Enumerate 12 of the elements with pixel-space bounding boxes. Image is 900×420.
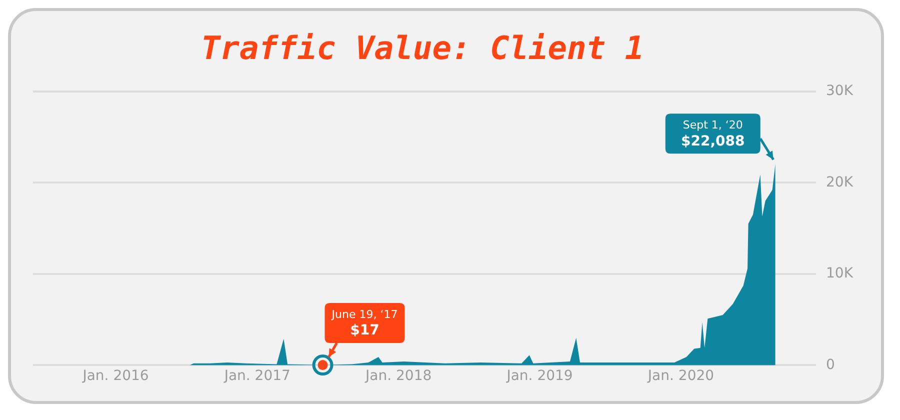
x-tick-label: Jan. 2018 bbox=[364, 368, 432, 384]
y-tick-label: 10K bbox=[826, 266, 854, 282]
chart-title: Traffic Value: Client 1 bbox=[200, 28, 646, 69]
annotation: Sept 1, ‘20 $22,088 bbox=[681, 118, 745, 150]
x-tick-label: Jan. 2020 bbox=[646, 368, 714, 384]
y-tick-label: 30K bbox=[826, 83, 854, 100]
annotation: June 19, ‘17 $17 bbox=[330, 308, 398, 339]
x-tick-label: Jan. 2016 bbox=[82, 368, 149, 384]
y-tick-label: 20K bbox=[826, 174, 854, 190]
y-tick-label: 0 bbox=[826, 356, 835, 373]
x-tick-label: Jan. 2017 bbox=[223, 368, 290, 384]
x-tick-label: Jan. 2019 bbox=[506, 368, 573, 384]
